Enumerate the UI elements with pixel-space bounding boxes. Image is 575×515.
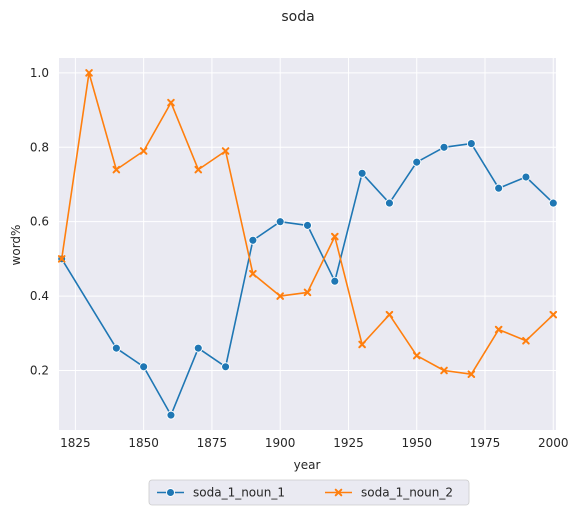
data-point bbox=[249, 269, 257, 278]
x-tick-label: 1875 bbox=[197, 436, 228, 450]
y-tick-label: 1.0 bbox=[30, 66, 49, 80]
x-axis-label: year bbox=[294, 458, 321, 472]
data-point bbox=[221, 362, 231, 372]
plot-area bbox=[59, 58, 556, 430]
chart-title: soda bbox=[281, 9, 314, 25]
data-point bbox=[275, 217, 285, 227]
data-point bbox=[521, 172, 531, 182]
data-point bbox=[440, 366, 448, 375]
y-tick-label: 0.2 bbox=[30, 363, 49, 377]
data-point bbox=[330, 276, 340, 286]
data-point bbox=[522, 336, 530, 345]
legend-marker bbox=[334, 488, 343, 497]
x-tick-label: 2000 bbox=[538, 436, 569, 450]
legend-entry-soda_1_noun_1: soda_1_noun_1 bbox=[157, 486, 285, 500]
data-point bbox=[357, 168, 367, 178]
legend-entry-soda_1_noun_2: soda_1_noun_2 bbox=[325, 486, 453, 500]
legend: soda_1_noun_1 soda_1_noun_2 bbox=[148, 479, 470, 506]
x-tick-label: 1850 bbox=[128, 436, 159, 450]
data-point bbox=[331, 232, 339, 241]
data-point bbox=[193, 343, 203, 353]
data-point bbox=[112, 165, 121, 174]
data-point bbox=[303, 220, 312, 230]
x-tick-label: 1825 bbox=[60, 436, 91, 450]
data-point bbox=[467, 370, 476, 378]
data-point bbox=[276, 292, 284, 300]
data-point bbox=[57, 255, 66, 263]
legend-label: soda_1_noun_1 bbox=[193, 486, 285, 500]
series-layer bbox=[57, 69, 558, 420]
data-point bbox=[412, 351, 421, 360]
data-point bbox=[139, 147, 148, 155]
y-axis-ticks: 0.2 0.4 0.6 0.8 1.0 bbox=[30, 66, 49, 378]
data-point bbox=[549, 310, 558, 319]
data-point bbox=[248, 235, 258, 245]
y-axis-label: word% bbox=[9, 225, 23, 266]
data-point bbox=[221, 147, 230, 155]
x-tick-label: 1950 bbox=[401, 436, 432, 450]
data-point bbox=[111, 343, 121, 353]
series-soda_1_noun_1 bbox=[57, 139, 558, 420]
data-point bbox=[139, 362, 149, 372]
y-tick-label: 0.6 bbox=[30, 215, 49, 229]
data-point bbox=[166, 410, 176, 420]
data-point bbox=[167, 98, 175, 107]
data-point bbox=[412, 157, 422, 167]
series-line bbox=[61, 142, 554, 416]
data-point bbox=[358, 340, 366, 349]
legend-label: soda_1_noun_2 bbox=[361, 486, 453, 500]
x-tick-label: 1925 bbox=[333, 436, 364, 450]
data-point bbox=[85, 69, 93, 77]
data-point bbox=[385, 310, 394, 319]
data-point bbox=[548, 198, 558, 208]
data-point bbox=[494, 325, 503, 334]
x-tick-label: 1975 bbox=[470, 436, 501, 450]
data-point bbox=[494, 183, 504, 193]
y-tick-label: 0.4 bbox=[30, 289, 49, 303]
data-point bbox=[194, 165, 203, 174]
x-axis-ticks: 1825 1850 1875 1900 1925 1950 1975 2000 bbox=[60, 436, 568, 450]
data-point bbox=[384, 198, 394, 208]
y-tick-label: 0.8 bbox=[30, 140, 49, 154]
legend-frame bbox=[148, 479, 470, 506]
grid-lines bbox=[59, 58, 556, 430]
data-point bbox=[303, 288, 312, 297]
data-point bbox=[466, 139, 476, 149]
x-tick-label: 1900 bbox=[265, 436, 296, 450]
series-soda_1_noun_2 bbox=[57, 69, 558, 378]
legend-marker bbox=[166, 488, 175, 497]
data-point bbox=[439, 142, 449, 152]
